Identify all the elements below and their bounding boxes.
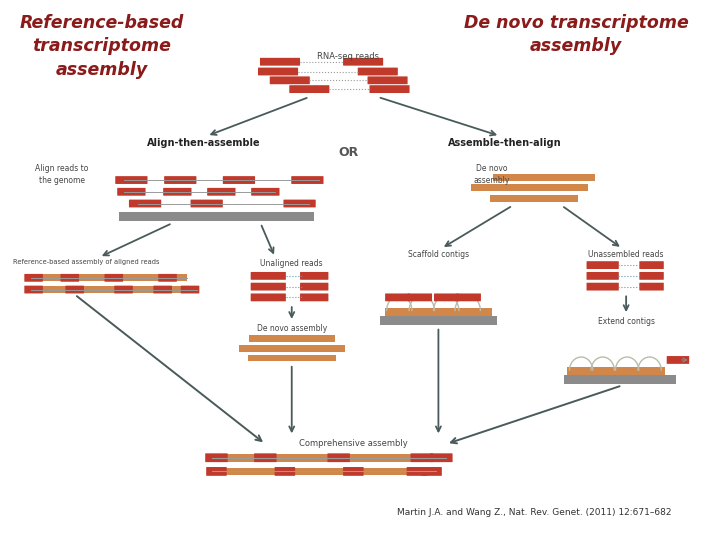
FancyBboxPatch shape — [300, 283, 328, 291]
Text: Align reads to
the genome: Align reads to the genome — [35, 164, 89, 185]
Bar — [219, 468, 429, 475]
Text: Extend contigs: Extend contigs — [598, 317, 654, 326]
FancyBboxPatch shape — [258, 68, 298, 76]
Text: De novo transcriptome
assembly: De novo transcriptome assembly — [464, 14, 688, 56]
FancyBboxPatch shape — [358, 68, 398, 76]
Text: OR: OR — [338, 146, 359, 159]
FancyBboxPatch shape — [300, 272, 328, 280]
FancyBboxPatch shape — [587, 283, 618, 291]
FancyBboxPatch shape — [158, 274, 177, 282]
FancyBboxPatch shape — [343, 58, 383, 66]
Text: Scaffold contigs: Scaffold contigs — [408, 251, 469, 259]
Bar — [119, 212, 314, 221]
Text: Unaligned reads: Unaligned reads — [261, 259, 323, 268]
FancyBboxPatch shape — [115, 176, 148, 184]
Bar — [379, 316, 497, 325]
Text: Reference-based assembly of aligned reads: Reference-based assembly of aligned read… — [13, 259, 160, 265]
FancyBboxPatch shape — [408, 293, 432, 301]
FancyBboxPatch shape — [385, 293, 410, 301]
FancyBboxPatch shape — [300, 293, 328, 301]
FancyBboxPatch shape — [254, 454, 276, 462]
FancyBboxPatch shape — [369, 85, 410, 93]
FancyBboxPatch shape — [222, 176, 255, 184]
Bar — [490, 195, 578, 202]
FancyBboxPatch shape — [430, 454, 453, 462]
FancyBboxPatch shape — [163, 188, 192, 195]
FancyBboxPatch shape — [129, 200, 161, 207]
FancyBboxPatch shape — [292, 176, 323, 184]
FancyBboxPatch shape — [205, 454, 228, 462]
FancyBboxPatch shape — [639, 283, 664, 291]
Text: Assemble-then-align: Assemble-then-align — [448, 138, 562, 148]
Bar — [492, 174, 595, 180]
FancyBboxPatch shape — [181, 286, 199, 293]
FancyBboxPatch shape — [667, 356, 689, 364]
FancyBboxPatch shape — [284, 200, 315, 207]
Bar — [471, 185, 588, 191]
Bar — [248, 355, 336, 361]
FancyBboxPatch shape — [251, 293, 286, 301]
FancyBboxPatch shape — [117, 188, 145, 195]
FancyBboxPatch shape — [60, 274, 79, 282]
Bar — [31, 274, 187, 281]
FancyBboxPatch shape — [367, 76, 408, 84]
Bar — [384, 308, 492, 316]
FancyBboxPatch shape — [206, 467, 227, 476]
FancyBboxPatch shape — [328, 454, 350, 462]
FancyBboxPatch shape — [343, 467, 364, 476]
FancyBboxPatch shape — [270, 76, 310, 84]
FancyBboxPatch shape — [587, 261, 618, 269]
Text: De novo
assembly: De novo assembly — [474, 164, 510, 185]
Text: De novo assembly: De novo assembly — [256, 324, 327, 333]
FancyBboxPatch shape — [407, 467, 427, 476]
Bar — [239, 345, 345, 352]
FancyBboxPatch shape — [251, 272, 286, 280]
FancyBboxPatch shape — [260, 58, 300, 66]
FancyBboxPatch shape — [434, 293, 459, 301]
Text: Comprehensive assembly: Comprehensive assembly — [299, 439, 408, 448]
Bar — [31, 286, 197, 293]
FancyBboxPatch shape — [639, 272, 664, 280]
Text: Align-then-assemble: Align-then-assemble — [147, 138, 261, 148]
Text: Unassembled reads: Unassembled reads — [588, 251, 664, 259]
FancyBboxPatch shape — [421, 467, 442, 476]
FancyBboxPatch shape — [251, 283, 286, 291]
FancyBboxPatch shape — [289, 85, 329, 93]
FancyBboxPatch shape — [639, 261, 664, 269]
FancyBboxPatch shape — [164, 176, 197, 184]
FancyBboxPatch shape — [104, 274, 123, 282]
Bar — [221, 454, 436, 462]
Bar — [564, 375, 677, 384]
FancyBboxPatch shape — [191, 200, 222, 207]
FancyBboxPatch shape — [66, 286, 84, 293]
Bar — [567, 367, 665, 375]
FancyBboxPatch shape — [207, 188, 235, 195]
FancyBboxPatch shape — [456, 293, 481, 301]
FancyBboxPatch shape — [251, 188, 279, 195]
FancyBboxPatch shape — [274, 467, 295, 476]
FancyBboxPatch shape — [114, 286, 133, 293]
Text: Martin J.A. and Wang Z., Nat. Rev. Genet. (2011) 12:671–682: Martin J.A. and Wang Z., Nat. Rev. Genet… — [397, 508, 672, 517]
Text: RNA-seq reads: RNA-seq reads — [318, 52, 379, 61]
Bar — [248, 335, 335, 342]
FancyBboxPatch shape — [410, 454, 433, 462]
FancyBboxPatch shape — [24, 274, 43, 282]
FancyBboxPatch shape — [153, 286, 172, 293]
Text: Reference-based
transcriptome
assembly: Reference-based transcriptome assembly — [20, 14, 184, 79]
FancyBboxPatch shape — [587, 272, 618, 280]
FancyBboxPatch shape — [24, 286, 43, 293]
